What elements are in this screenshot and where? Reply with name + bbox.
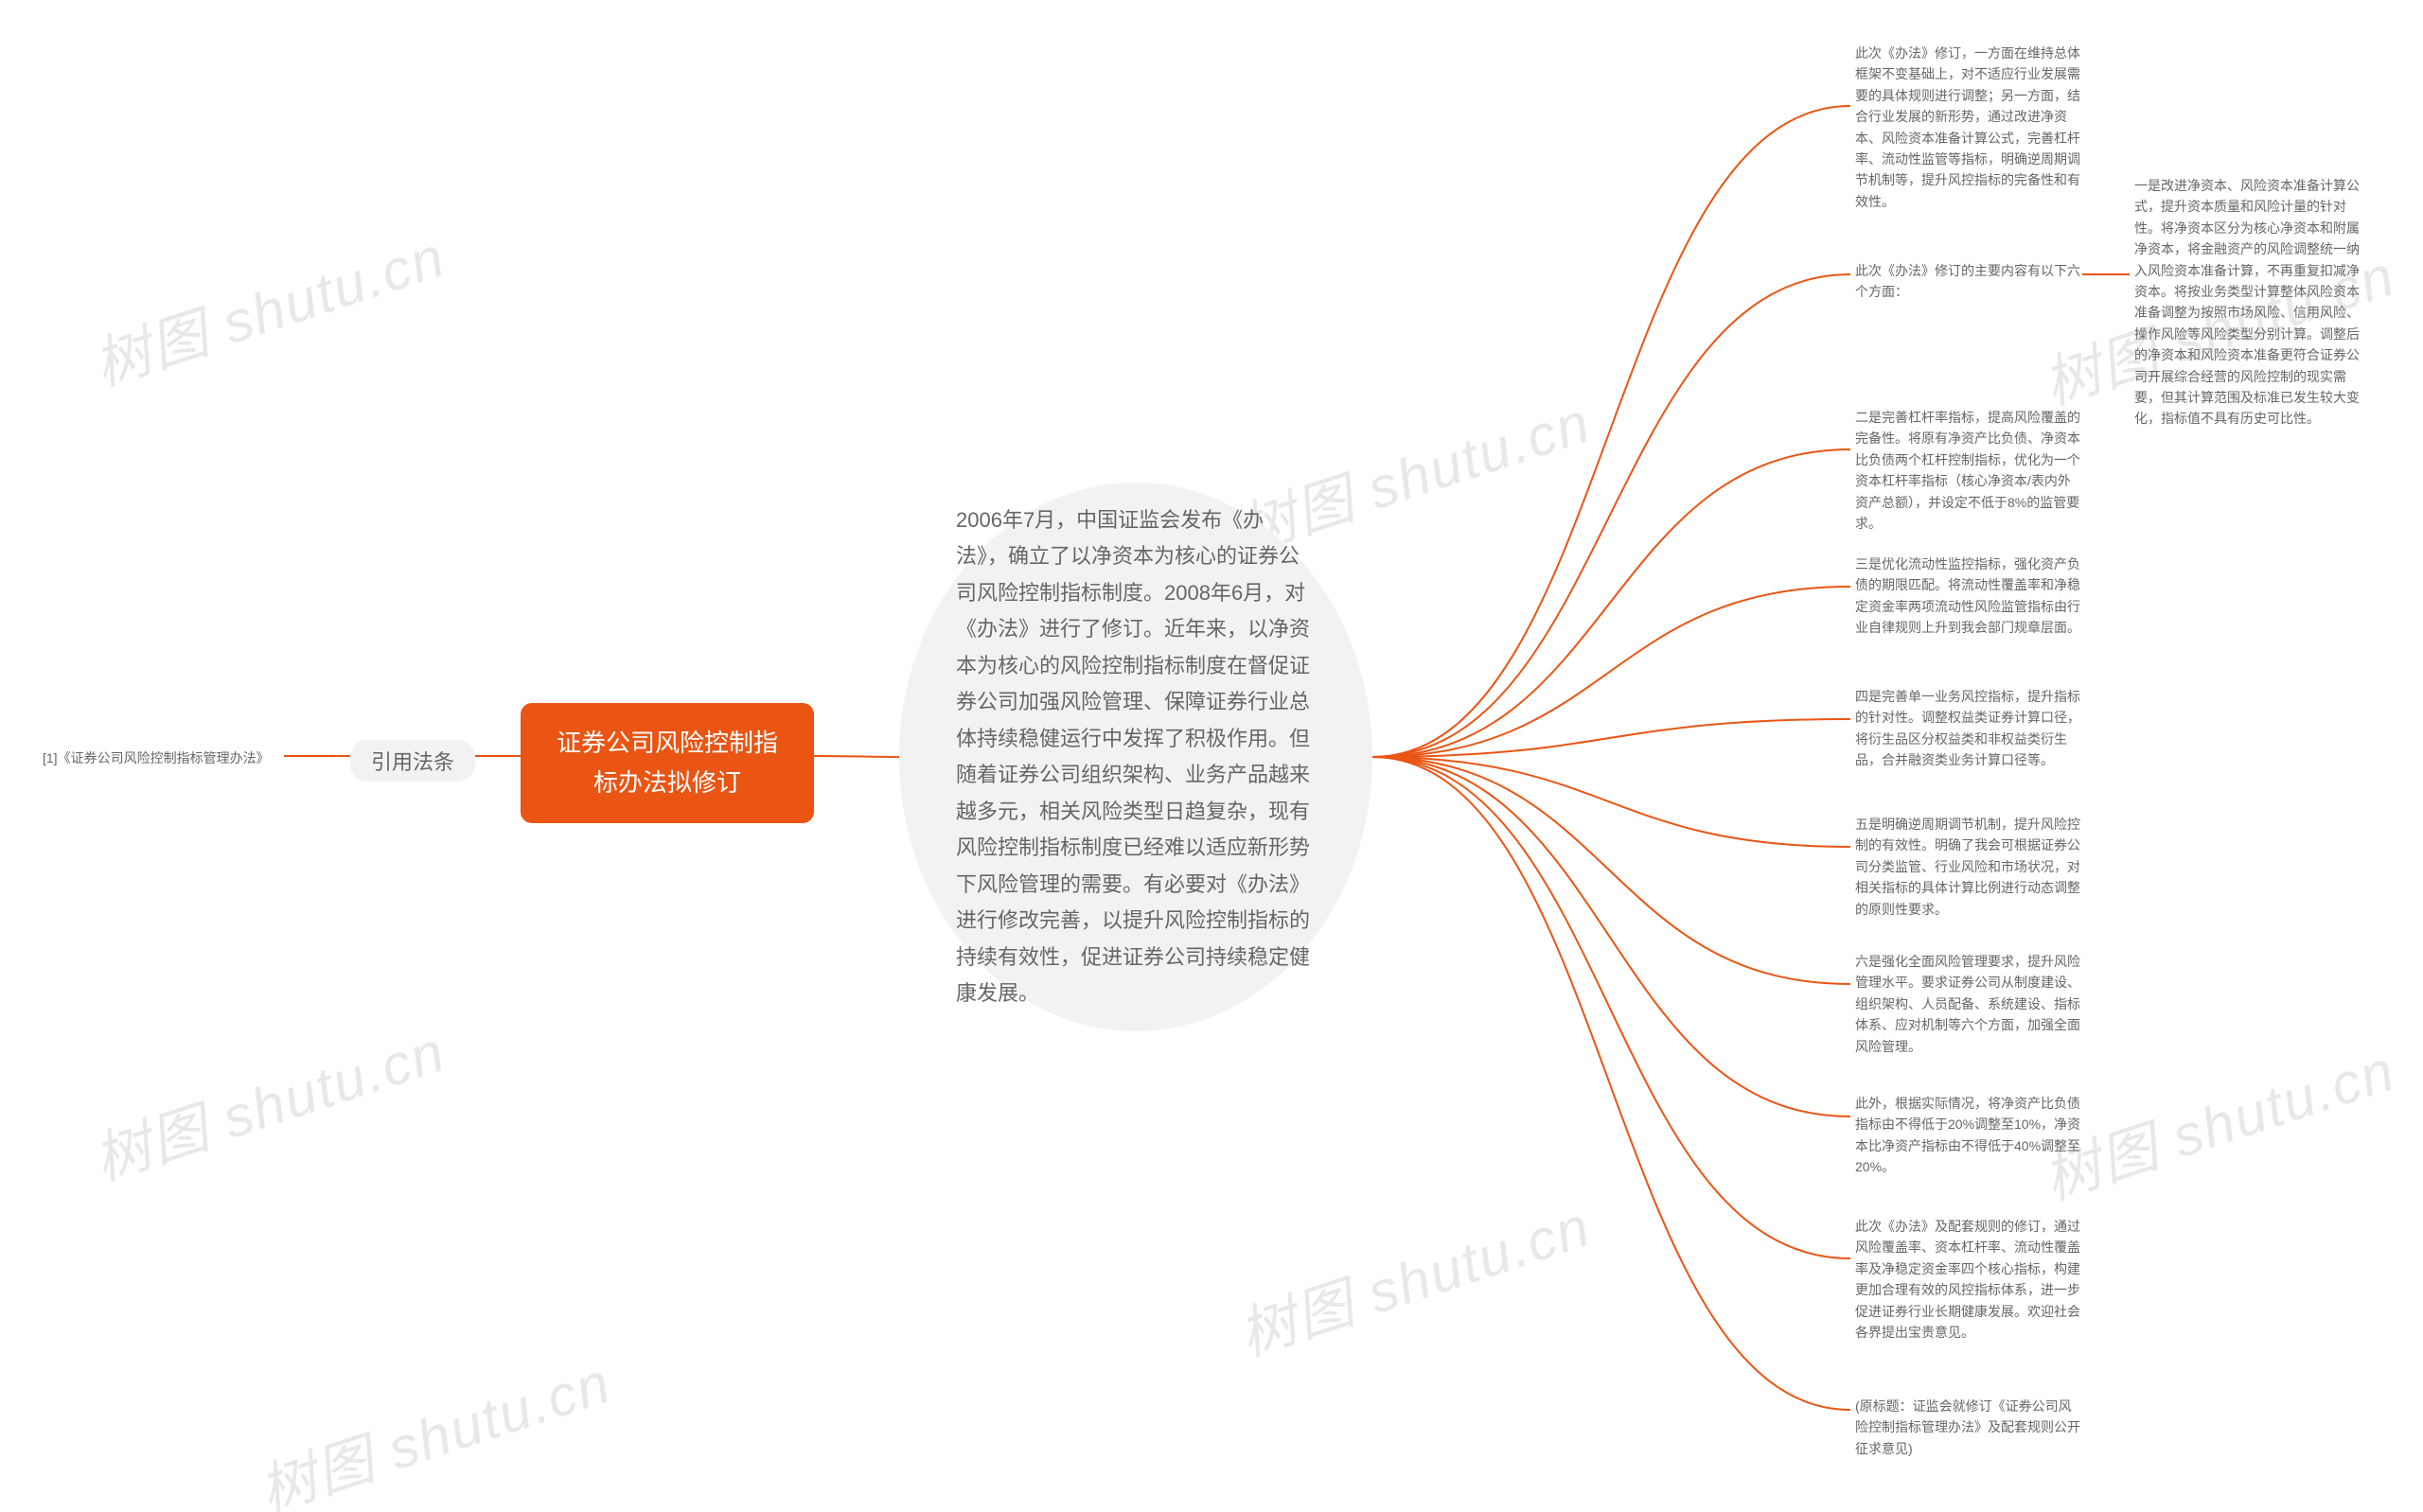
leaf-node[interactable]: (原标题：证监会就修订《证券公司风险控制指标管理办法》及配套规则公开征求意见)	[1855, 1396, 2082, 1459]
root-node[interactable]: 证券公司风险控制指标办法拟修订	[521, 703, 814, 823]
leaf-text: 四是完善单一业务风控指标，提升指标的针对性。调整权益类证券计算口径，将衍生品区分…	[1855, 686, 2082, 771]
leaf-sub-text: 一是改进净资本、风险资本准备计算公式，提升资本质量和风险计量的针对性。将净资本区…	[2134, 175, 2361, 430]
leaf-text: (原标题：证监会就修订《证券公司风险控制指标管理办法》及配套规则公开征求意见)	[1855, 1396, 2082, 1459]
leaf-node[interactable]: 此次《办法》修订，一方面在维持总体框架不变基础上，对不适应行业发展需要的具体规则…	[1855, 43, 2082, 212]
body-node[interactable]: 2006年7月，中国证监会发布《办法》，确立了以净资本为核心的证券公司风险控制指…	[899, 483, 1372, 1031]
leaf-text: 二是完善杠杆率指标，提高风险覆盖的完备性。将原有净资产比负债、净资本比负债两个杠…	[1855, 407, 2082, 534]
leaf-sub-node[interactable]: 一是改进净资本、风险资本准备计算公式，提升资本质量和风险计量的针对性。将净资本区…	[2134, 175, 2361, 430]
watermark: 树图 shutu.cn	[1228, 1181, 1601, 1372]
leaf-node[interactable]: 六是强化全面风险管理要求，提升风险管理水平。要求证券公司从制度建设、组织架构、人…	[1855, 951, 2082, 1057]
mindmap-canvas: 树图 shutu.cn 树图 shutu.cn 树图 shutu.cn 树图 s…	[0, 0, 2423, 1512]
leaf-node[interactable]: 此次《办法》修订的主要内容有以下六个方面：	[1855, 260, 2082, 303]
body-text: 2006年7月，中国证监会发布《办法》，确立了以净资本为核心的证券公司风险控制指…	[956, 502, 1316, 1012]
watermark: 树图 shutu.cn	[82, 211, 455, 402]
left-leaf[interactable]: [1]《证券公司风险控制指标管理办法》	[43, 747, 336, 768]
root-label: 证券公司风险控制指标办法拟修订	[545, 724, 789, 802]
leaf-text: 此次《办法》修订，一方面在维持总体框架不变基础上，对不适应行业发展需要的具体规则…	[1855, 43, 2082, 212]
watermark: 树图 shutu.cn	[82, 1006, 455, 1197]
left-pill[interactable]: 引用法条	[350, 740, 475, 782]
leaf-text: 三是优化流动性监控指标，强化资产负债的期限匹配。将流动性覆盖率和净稳定资金率两项…	[1855, 554, 2082, 639]
leaf-text: 此次《办法》及配套规则的修订，通过风险覆盖率、资本杠杆率、流动性覆盖率及净稳定资…	[1855, 1216, 2082, 1343]
leaf-text: 六是强化全面风险管理要求，提升风险管理水平。要求证券公司从制度建设、组织架构、人…	[1855, 951, 2082, 1057]
watermark: 树图 shutu.cn	[248, 1337, 621, 1512]
leaf-node[interactable]: 三是优化流动性监控指标，强化资产负债的期限匹配。将流动性覆盖率和净稳定资金率两项…	[1855, 554, 2082, 639]
leaf-text: 此次《办法》修订的主要内容有以下六个方面：	[1855, 260, 2082, 303]
left-leaf-label: [1]《证券公司风险控制指标管理办法》	[43, 747, 336, 768]
leaf-node[interactable]: 四是完善单一业务风控指标，提升指标的针对性。调整权益类证券计算口径，将衍生品区分…	[1855, 686, 2082, 771]
leaf-node[interactable]: 此次《办法》及配套规则的修订，通过风险覆盖率、资本杠杆率、流动性覆盖率及净稳定资…	[1855, 1216, 2082, 1343]
leaf-node[interactable]: 二是完善杠杆率指标，提高风险覆盖的完备性。将原有净资产比负债、净资本比负债两个杠…	[1855, 407, 2082, 534]
leaf-text: 此外，根据实际情况，将净资产比负债指标由不得低于20%调整至10%，净资本比净资…	[1855, 1093, 2082, 1178]
watermark: 树图 shutu.cn	[2032, 1025, 2405, 1216]
left-pill-label: 引用法条	[371, 746, 454, 776]
leaf-text: 五是明确逆周期调节机制，提升风险控制的有效性。明确了我会可根据证券公司分类监管、…	[1855, 814, 2082, 920]
leaf-node[interactable]: 五是明确逆周期调节机制，提升风险控制的有效性。明确了我会可根据证券公司分类监管、…	[1855, 814, 2082, 920]
leaf-node[interactable]: 此外，根据实际情况，将净资产比负债指标由不得低于20%调整至10%，净资本比净资…	[1855, 1093, 2082, 1178]
